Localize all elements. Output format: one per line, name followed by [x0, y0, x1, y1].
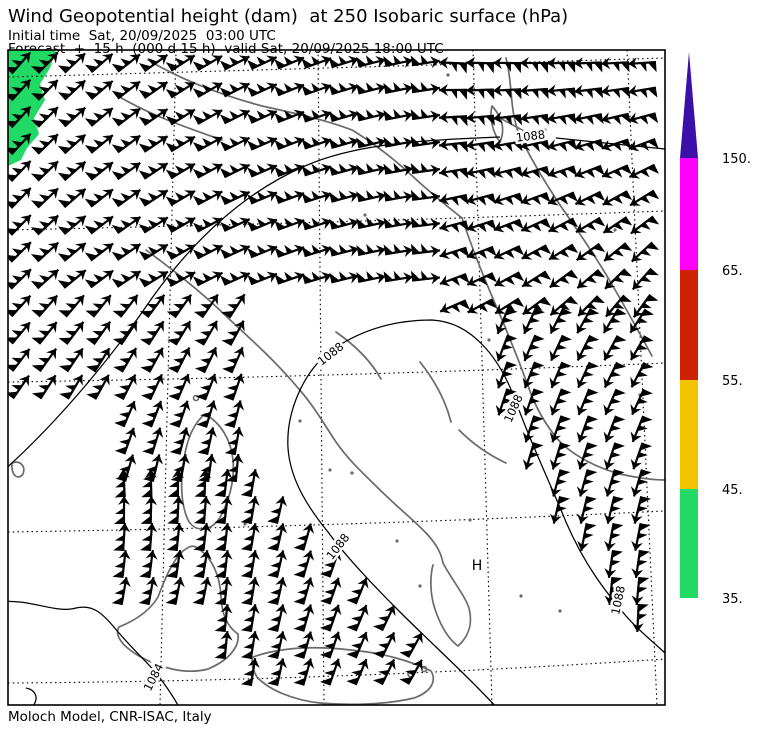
longitude-gridline [317, 50, 325, 705]
map-dot [350, 471, 354, 475]
colorbar-segment [680, 489, 698, 598]
latitude-gridline [8, 510, 665, 533]
island-outline [420, 665, 428, 673]
map-dot [328, 468, 332, 472]
colorbar-segment [680, 158, 698, 270]
subtitle-initial-time: Initial time Sat, 20/09/2025 03:00 UTC [8, 28, 276, 44]
longitude-gridline [472, 50, 493, 705]
geopotential-contour [25, 687, 37, 705]
island-outline [192, 394, 200, 402]
map-dot [519, 594, 523, 598]
map-frame-border [7, 49, 666, 706]
longitude-gridline [626, 50, 658, 705]
colorbar-scale [680, 52, 698, 598]
map-dot [613, 228, 617, 232]
coastline [419, 361, 452, 423]
latitude-gridline [8, 362, 665, 383]
coastline [147, 59, 353, 131]
coastline [335, 331, 382, 380]
map-dot [558, 609, 562, 613]
coastline [505, 57, 653, 357]
page-title: Wind Geopotential height (dam) at 250 Is… [8, 6, 569, 27]
map-dot [446, 73, 450, 77]
colorbar-tick-label: 150. [722, 152, 751, 167]
longitude-gridline [159, 50, 177, 705]
graticule-layer [8, 50, 665, 705]
contour-label: 1088 [515, 127, 546, 144]
geopotential-contour [287, 319, 665, 705]
coastline [251, 647, 435, 705]
wind-speed-fill-patch [8, 50, 56, 166]
latitude-gridline [8, 658, 665, 684]
colorbar-segment [680, 52, 698, 158]
coastline [430, 562, 472, 648]
colorbar-tick-label: 35. [722, 592, 743, 607]
map-dot [243, 522, 247, 526]
wind-speed-shading-layer [8, 50, 56, 166]
coastline [11, 461, 25, 478]
map-dot [298, 419, 302, 423]
high-center-annotation: H [472, 558, 483, 574]
geopotential-contour [8, 600, 179, 705]
colorbar-tick-labels: 150. 65. 55. 45. 35. [722, 152, 751, 607]
colorbar-tick-label: 55. [722, 374, 743, 389]
colorbar-segment [680, 270, 698, 380]
coastline [458, 429, 507, 464]
map-dot [468, 518, 472, 522]
latitude-gridline [8, 57, 665, 78]
colorbar-segment [680, 380, 698, 489]
coastline [117, 95, 223, 141]
map-dot [487, 338, 491, 342]
colorbar-tick-label: 45. [722, 483, 743, 498]
colorbar-tick-label: 65. [722, 264, 743, 279]
map-dot [418, 584, 422, 588]
latitude-gridline [8, 210, 665, 231]
credit-text: Moloch Model, CNR-ISAC, Italy [8, 709, 212, 725]
map-dot [395, 539, 399, 543]
map-dot [363, 213, 367, 217]
map-dot [543, 128, 547, 132]
coastline [116, 545, 239, 673]
